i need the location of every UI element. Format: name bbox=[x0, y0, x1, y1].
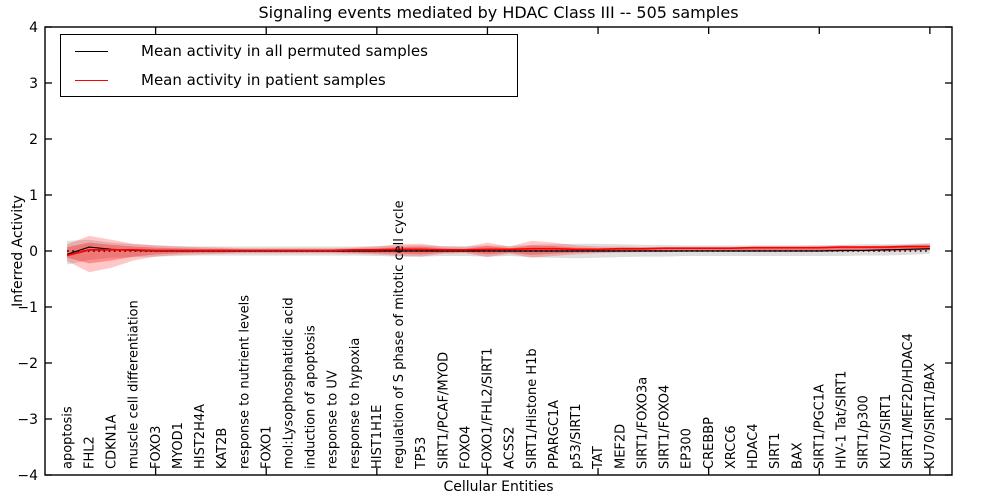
x-category-label: HIV-1 Tat/SIRT1 bbox=[835, 371, 850, 469]
x-category-label: CDKN1A bbox=[105, 414, 120, 469]
x-axis-label: Cellular Entities bbox=[443, 479, 554, 495]
x-category-label: response to nutrient levels bbox=[237, 295, 252, 469]
y-tick-label: 1 bbox=[29, 188, 38, 204]
x-category-label: FOXO1/FHL2/SIRT1 bbox=[481, 348, 496, 469]
x-category-label: FOXO1 bbox=[259, 426, 274, 469]
x-category-label: KU70/SIRT1 bbox=[879, 394, 894, 469]
x-category-label: SIRT1 bbox=[768, 433, 783, 469]
x-category-label: HIST1H1E bbox=[370, 405, 385, 469]
x-category-label: mol:Lysophosphatidic acid bbox=[282, 297, 297, 469]
y-tick-label: 0 bbox=[29, 244, 38, 260]
x-category-label: HIST2H4A bbox=[193, 404, 208, 469]
x-category-label: ACSS2 bbox=[503, 426, 518, 469]
y-tick-label: 4 bbox=[29, 20, 38, 36]
y-tick-label: 2 bbox=[29, 132, 38, 148]
x-category-label: FOXO3 bbox=[149, 426, 164, 469]
x-category-label: KAT2B bbox=[215, 428, 230, 469]
permuted-line-swatch-icon bbox=[75, 50, 108, 52]
x-category-label: EP300 bbox=[680, 428, 695, 469]
y-tick-label: 3 bbox=[29, 76, 38, 92]
x-category-label: SIRT1/FOXO3a bbox=[635, 377, 650, 469]
y-tick-label: −2 bbox=[17, 356, 38, 372]
legend-item-patient: Mean activity in patient samples bbox=[61, 67, 517, 93]
x-category-label: MEF2D bbox=[613, 424, 628, 469]
y-tick-label: −1 bbox=[17, 300, 38, 316]
x-category-label: PPARGC1A bbox=[547, 400, 562, 469]
x-category-label: apoptosis bbox=[60, 406, 75, 469]
legend: Mean activity in all permuted samples Me… bbox=[60, 34, 518, 97]
x-category-label: XRCC6 bbox=[724, 425, 739, 469]
band-permuted-samples-range bbox=[67, 239, 930, 265]
x-category-label: SIRT1/p300 bbox=[857, 395, 872, 469]
x-category-label: SIRT1/MEF2D/HDAC4 bbox=[901, 333, 916, 469]
band-patient-samples-inner-range bbox=[67, 242, 930, 264]
x-category-label: FHL2 bbox=[82, 436, 97, 469]
patient-line-swatch-icon bbox=[75, 79, 108, 81]
x-category-label: HDAC4 bbox=[746, 423, 761, 469]
x-category-label: MYOD1 bbox=[171, 422, 186, 469]
band-patient-samples-outer-range bbox=[67, 235, 930, 273]
x-category-label: response to UV bbox=[326, 370, 341, 469]
x-category-label: SIRT1/PCAF/MYOD bbox=[436, 352, 451, 469]
series-line-Mean-activity-in-patient-samples bbox=[66, 245, 930, 257]
x-category-label: SIRT1/PGC1A bbox=[812, 384, 827, 469]
x-category-label: regulation of S phase of mitotic cell cy… bbox=[392, 200, 407, 469]
x-category-label: induction of apoptosis bbox=[304, 325, 319, 469]
x-category-label: BAX bbox=[790, 442, 805, 469]
x-category-label: response to hypoxia bbox=[348, 338, 363, 469]
x-category-label: TAT bbox=[591, 446, 606, 470]
y-axis-label: Inferred Activity bbox=[10, 195, 26, 307]
x-category-label: CREBBP bbox=[702, 417, 717, 469]
x-category-label: KU70/SIRT1/BAX bbox=[923, 363, 938, 469]
x-category-label: TP53 bbox=[414, 437, 429, 470]
legend-item-permuted: Mean activity in all permuted samples bbox=[61, 38, 517, 64]
y-tick-label: −4 bbox=[17, 468, 38, 484]
x-category-label: FOXO4 bbox=[458, 426, 473, 469]
legend-label-permuted: Mean activity in all permuted samples bbox=[141, 42, 428, 60]
x-category-label: p53/SIRT1 bbox=[569, 403, 584, 469]
legend-label-patient: Mean activity in patient samples bbox=[141, 71, 386, 89]
chart-title: Signaling events mediated by HDAC Class … bbox=[258, 3, 739, 22]
x-category-label: SIRT1/Histone H1b bbox=[525, 348, 540, 469]
x-category-label: SIRT1/FOXO4 bbox=[658, 385, 673, 469]
y-tick-label: −3 bbox=[17, 412, 38, 428]
x-category-label: muscle cell differentiation bbox=[127, 300, 142, 469]
